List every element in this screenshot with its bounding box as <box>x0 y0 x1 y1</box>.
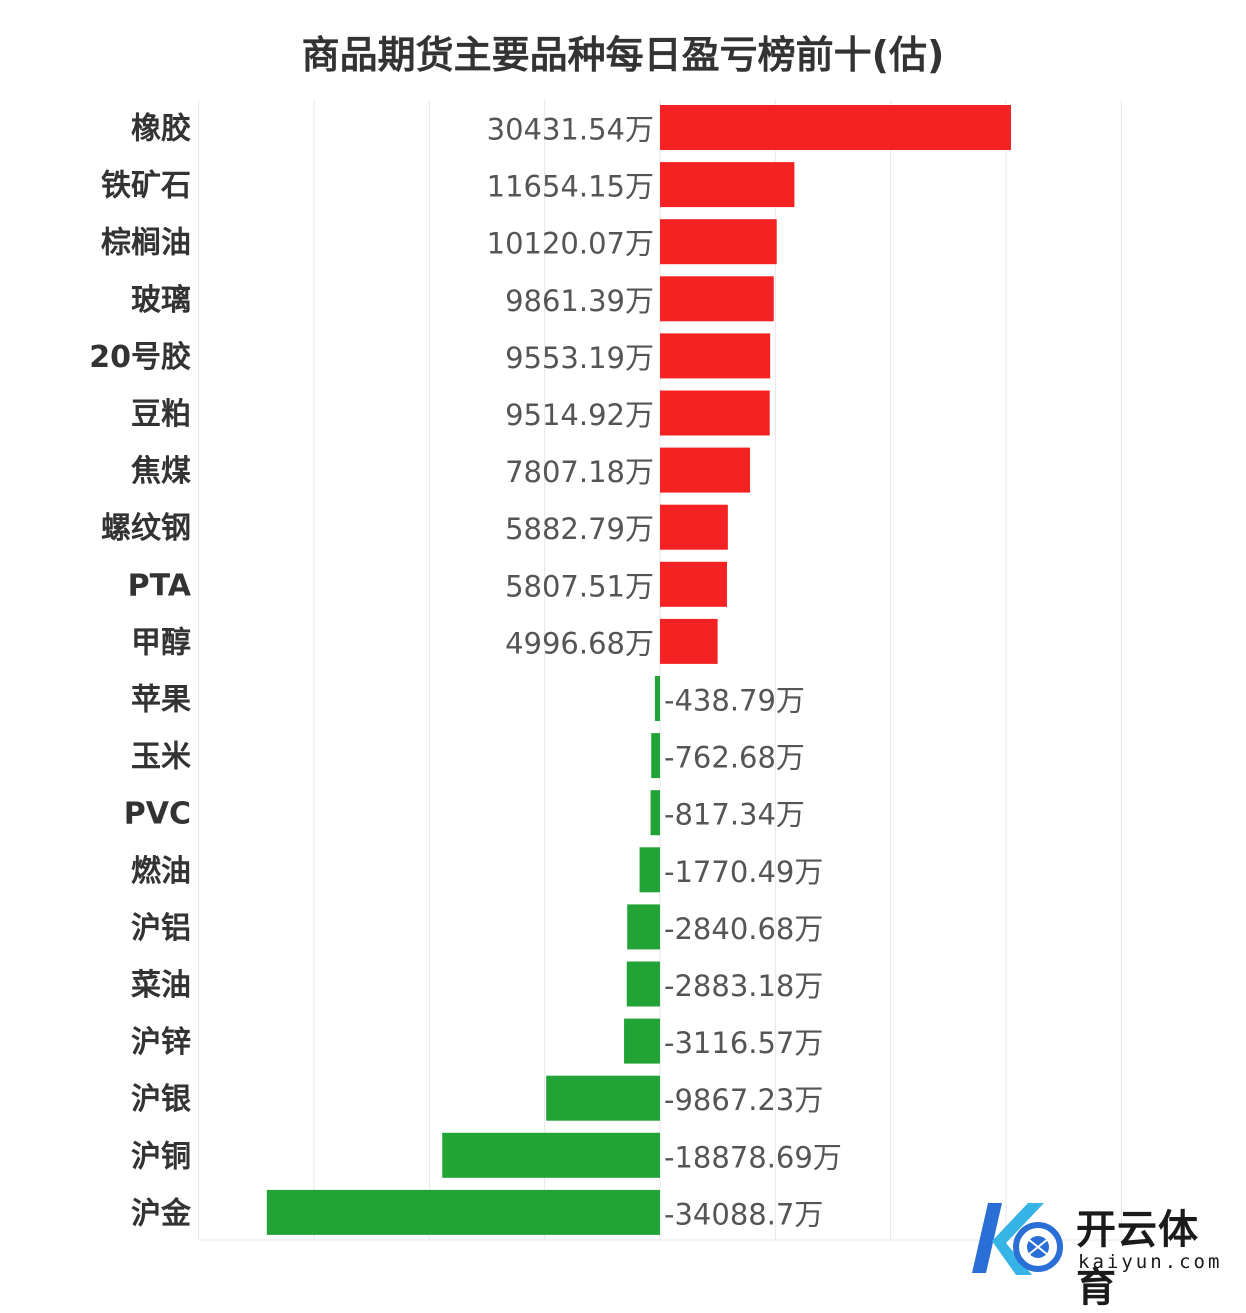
category-label: 沪铜 <box>131 1139 191 1174</box>
value-label: 30431.54万 <box>487 113 654 147</box>
value-label: -2883.18万 <box>664 969 823 1003</box>
value-label: -762.68万 <box>664 741 805 775</box>
category-label: 焦煤 <box>131 454 191 489</box>
value-label: -3116.57万 <box>664 1026 823 1060</box>
category-label: 沪铝 <box>131 911 191 946</box>
bar <box>660 162 795 208</box>
category-label: 沪锌 <box>131 1025 191 1060</box>
value-label: -9867.23万 <box>664 1083 823 1117</box>
bar <box>654 676 660 721</box>
value-label: 9514.92万 <box>505 398 654 432</box>
category-label: 沪银 <box>131 1082 191 1117</box>
bar <box>651 733 660 779</box>
bar <box>660 390 770 436</box>
category-label: 甲醇 <box>131 625 191 660</box>
bar <box>660 105 1011 150</box>
category-label: 棕榈油 <box>101 226 191 261</box>
category-label: 玉米 <box>131 740 191 775</box>
bar <box>660 276 774 322</box>
category-label: 20号胶 <box>89 340 191 375</box>
bar <box>627 904 660 950</box>
category-label: 菜油 <box>131 968 191 1003</box>
value-label: 4996.68万 <box>505 626 654 660</box>
bar <box>546 1075 660 1121</box>
bar <box>442 1132 660 1178</box>
bar <box>660 219 777 265</box>
bar <box>266 1189 660 1235</box>
value-label: 5807.51万 <box>505 569 654 603</box>
bars <box>266 105 1011 1235</box>
value-label: -817.34万 <box>664 798 805 832</box>
value-label: -2840.68万 <box>664 912 823 946</box>
bar <box>660 333 771 379</box>
value-label: 5882.79万 <box>505 512 654 546</box>
category-label: 燃油 <box>131 854 191 889</box>
value-label: -18878.69万 <box>664 1140 842 1174</box>
category-label: 铁矿石 <box>101 169 191 204</box>
brand-logo: 开云体育 kaiyun.com <box>958 1195 1238 1311</box>
category-label: 螺纹钢 <box>101 511 191 546</box>
kaiyun-logo-icon <box>972 1203 1063 1275</box>
value-label: 9861.39万 <box>505 284 654 318</box>
category-label: 玻璃 <box>131 283 191 318</box>
value-labels: 30431.54万 11654.15万 10120.07万 9861.39万 9553.… <box>487 113 842 1232</box>
value-label: 11654.15万 <box>487 170 654 204</box>
category-label: 沪金 <box>131 1196 192 1231</box>
bar <box>660 561 727 607</box>
value-label: -438.79万 <box>664 684 805 718</box>
bar <box>660 618 718 664</box>
category-label: 橡胶 <box>131 112 191 147</box>
value-label: -1770.49万 <box>664 855 823 889</box>
bar <box>660 504 728 550</box>
bar <box>624 1018 660 1064</box>
value-label: 7807.18万 <box>505 455 654 489</box>
chart-title: 商品期货主要品种每日盈亏榜前十(估) <box>301 33 945 77</box>
bar <box>626 961 660 1007</box>
bar <box>650 790 660 836</box>
bar <box>660 447 751 493</box>
value-label: -34088.7万 <box>664 1197 823 1231</box>
value-label: 9553.19万 <box>505 341 654 375</box>
category-label: 豆粕 <box>131 397 191 432</box>
bar <box>639 847 660 893</box>
category-label: PVC <box>124 797 191 832</box>
grid-lines <box>198 100 1140 1241</box>
category-label: 苹果 <box>131 683 191 718</box>
category-label: PTA <box>128 568 192 603</box>
value-label: 10120.07万 <box>487 227 654 261</box>
brand-name-en: kaiyun.com <box>1078 1251 1223 1273</box>
